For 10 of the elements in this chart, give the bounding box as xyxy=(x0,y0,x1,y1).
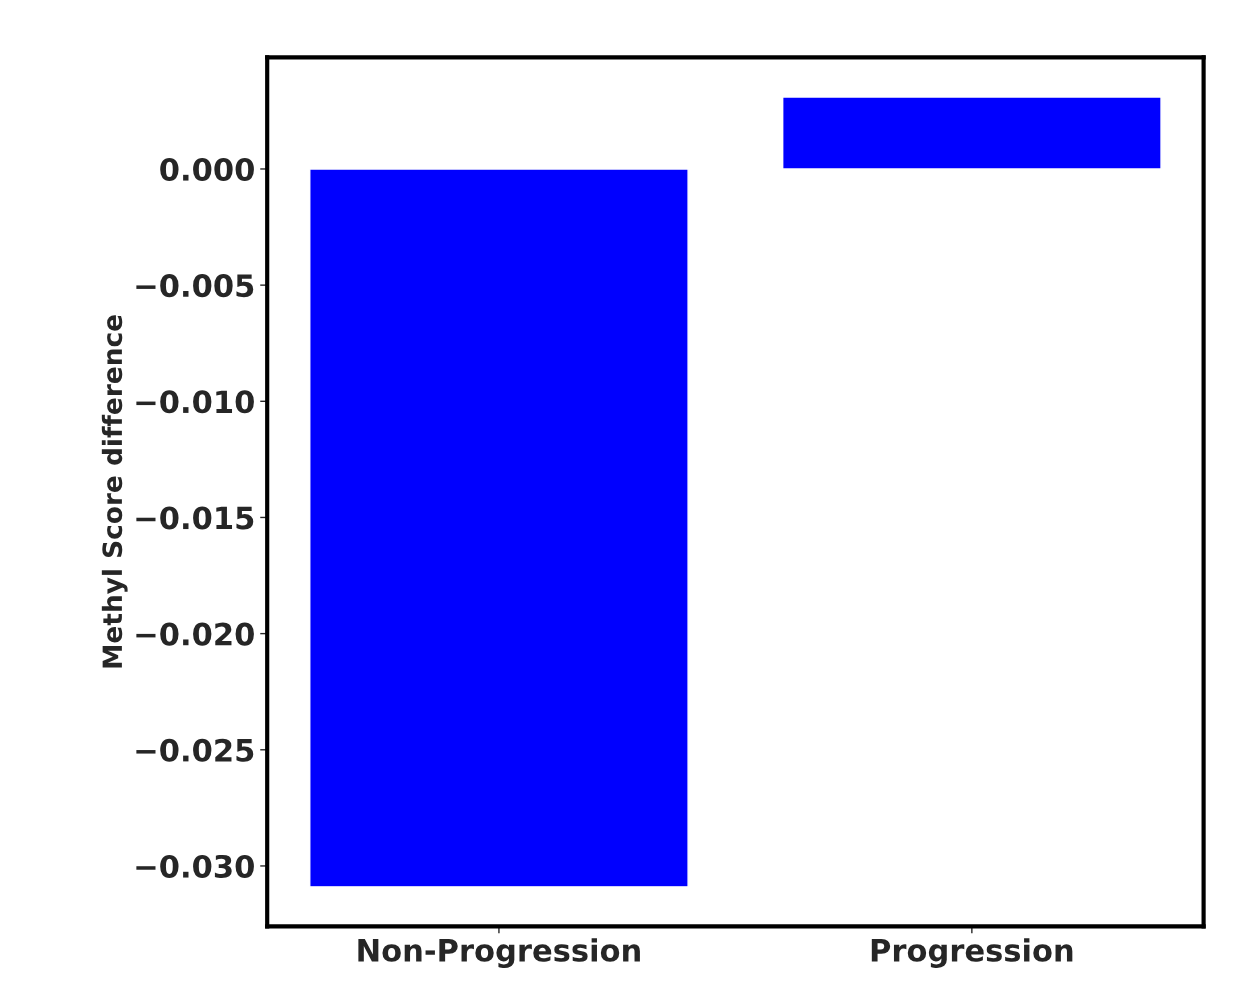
y-tick-label: 0.000 xyxy=(160,157,254,182)
x-tick-label: Progression xyxy=(871,938,1073,968)
y-tick-label: −0.020 xyxy=(136,622,254,646)
x-tick-label: Non-Progression xyxy=(358,938,640,968)
y-tick-label: −0.005 xyxy=(136,274,254,298)
y-tick-label: −0.030 xyxy=(136,854,254,878)
y-tick-label: −0.025 xyxy=(136,738,254,762)
y-axis-title: Methyl Score difference xyxy=(101,315,128,668)
y-tick-label: −0.015 xyxy=(136,506,254,530)
y-tick-label: −0.010 xyxy=(136,390,254,414)
